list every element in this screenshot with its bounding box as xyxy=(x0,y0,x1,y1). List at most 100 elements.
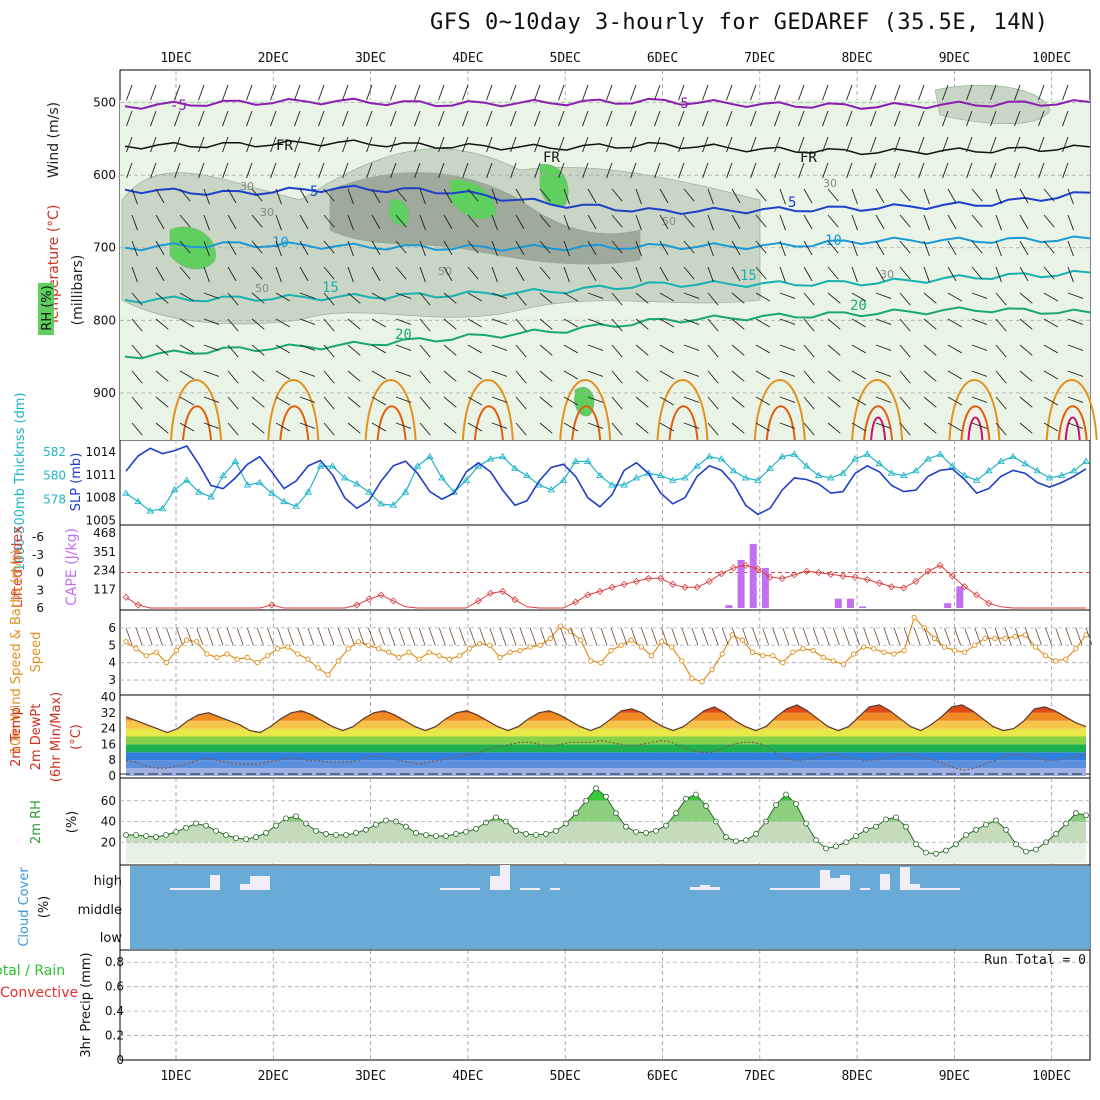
wind-barb xyxy=(179,318,195,328)
wind-barb xyxy=(347,292,361,304)
wind-barb xyxy=(443,422,457,434)
wind-barb xyxy=(731,292,745,304)
wind-barb xyxy=(899,292,911,306)
wind-barb xyxy=(150,162,157,179)
isotherm-line xyxy=(124,184,1091,216)
axis-label-rh: 2m RH xyxy=(29,800,44,844)
wind-barb xyxy=(222,136,229,153)
cape-bar xyxy=(737,559,745,608)
wind10-marker xyxy=(143,653,149,659)
wind-barb xyxy=(491,188,498,205)
wind-barb xyxy=(371,422,387,432)
wind10-barb xyxy=(772,627,780,646)
wind-barb xyxy=(275,344,291,354)
wind10-barb xyxy=(691,627,699,646)
wind-barb xyxy=(438,110,445,127)
isotherm-label: 20 xyxy=(395,327,412,343)
wind-barb xyxy=(630,136,637,153)
wind-barb xyxy=(515,370,527,384)
temp-band xyxy=(126,760,1086,769)
cloud-high-bar xyxy=(250,876,260,890)
wind10-barb xyxy=(459,627,466,646)
wind10-barb xyxy=(277,627,284,646)
y-tick-label-pressure: 600 xyxy=(93,168,116,182)
temp-band xyxy=(126,704,1086,713)
wind10-marker xyxy=(931,635,938,641)
wind-barb xyxy=(510,162,517,179)
wind-barb xyxy=(851,188,858,205)
y-tick-precip: 0.8 xyxy=(105,955,124,969)
temp-band xyxy=(126,720,1086,729)
wind-barb xyxy=(683,240,695,254)
wind10-barb xyxy=(752,627,759,646)
wind10-barb xyxy=(216,627,224,646)
wind-barb xyxy=(227,344,239,358)
cloud-high-bar xyxy=(530,888,540,890)
chart-title: GFS 0~10day 3-hourly for GEDAREF (35.5E,… xyxy=(430,10,1049,35)
x-tick-label-top: 5DEC xyxy=(550,51,581,66)
rh-marker xyxy=(733,838,739,845)
lifted-marker xyxy=(681,583,689,591)
thickness-marker xyxy=(231,457,240,464)
wind-barb xyxy=(870,84,877,101)
wind-barb xyxy=(635,292,649,304)
wind-barb xyxy=(251,188,263,202)
wind-barb xyxy=(414,110,421,127)
rh-marker xyxy=(993,817,999,824)
wind10-marker xyxy=(689,675,695,681)
wind-barb xyxy=(755,370,771,380)
wind-barb xyxy=(971,292,988,299)
wind-barb xyxy=(731,188,741,204)
wind-barb xyxy=(630,84,637,101)
wind-barb xyxy=(918,136,925,153)
rh-marker xyxy=(183,824,189,831)
wind-barb xyxy=(779,318,796,325)
wind10-marker xyxy=(951,647,958,654)
wind-barb xyxy=(462,110,469,127)
rh-marker xyxy=(333,832,339,838)
y-tick-wind10: 3 xyxy=(108,673,116,687)
wind-barb xyxy=(1043,396,1059,406)
wind10-barb xyxy=(186,627,194,646)
wind-barb xyxy=(755,318,771,328)
axis-label-cloud: Cloud Cover xyxy=(17,867,32,947)
panel-frame-wind xyxy=(119,609,1091,696)
isotherm-label: FR xyxy=(800,150,817,166)
lifted-marker xyxy=(827,570,835,578)
warm-isotherm xyxy=(170,379,222,441)
wind10-barb xyxy=(812,627,820,646)
wind-barb xyxy=(510,84,517,101)
wind-barb xyxy=(899,344,911,358)
thickness-marker xyxy=(984,466,993,474)
wind10-marker xyxy=(396,654,402,661)
wind-barb xyxy=(366,136,373,153)
wind-barb xyxy=(515,214,525,230)
rh-band xyxy=(126,821,1086,843)
warm-isotherm xyxy=(948,379,1001,441)
y-tick-temp: 32 xyxy=(101,706,116,720)
wind-barb xyxy=(395,344,412,351)
wind10-barb xyxy=(1024,627,1032,646)
wind-barb xyxy=(563,422,579,432)
wind10-marker xyxy=(759,653,766,659)
wind-barb xyxy=(347,422,361,434)
wind-barb xyxy=(179,214,191,228)
y-tick-precip: 0.2 xyxy=(105,1029,124,1043)
thickness-marker xyxy=(741,474,750,481)
wind-barb xyxy=(582,84,589,101)
wind-barb xyxy=(707,344,719,358)
wind-barb xyxy=(947,266,957,282)
wind-barb xyxy=(227,240,237,256)
wind-barb xyxy=(270,84,277,101)
thickness-marker xyxy=(583,457,592,464)
wind-barb xyxy=(611,188,623,202)
wind-barb xyxy=(299,344,316,351)
wind10-barb xyxy=(883,627,891,646)
wind-barb xyxy=(779,188,786,205)
wind-barb xyxy=(755,292,771,302)
wind-barb xyxy=(1019,266,1029,282)
wind-barb xyxy=(1014,136,1021,153)
wind-barb xyxy=(923,422,937,434)
wind-barb xyxy=(630,162,637,179)
wind-barb xyxy=(366,162,373,179)
